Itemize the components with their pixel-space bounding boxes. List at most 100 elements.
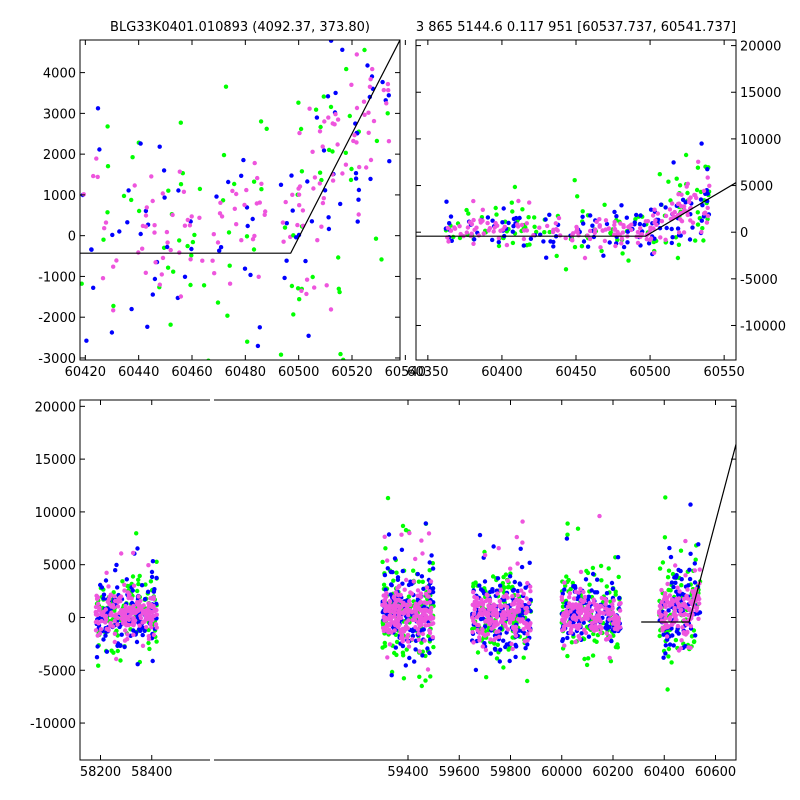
data-point — [687, 576, 693, 582]
model-line — [416, 182, 736, 237]
data-point — [397, 583, 402, 589]
data-point — [366, 110, 371, 115]
data-point — [162, 195, 167, 200]
data-point — [144, 625, 149, 630]
data-point — [400, 638, 405, 643]
y-tick-label: 0 — [68, 230, 76, 245]
data-point — [663, 205, 668, 210]
data-point — [516, 198, 521, 204]
y-tick-label: -5000 — [740, 273, 778, 288]
data-point — [692, 568, 698, 573]
data-point — [332, 122, 337, 127]
data-point — [534, 229, 539, 235]
data-point — [525, 609, 530, 614]
data-point — [154, 639, 159, 644]
data-point — [444, 199, 449, 204]
data-point — [479, 597, 484, 602]
data-point — [521, 591, 526, 596]
data-point — [103, 220, 109, 225]
data-point — [666, 600, 671, 605]
data-point — [452, 225, 457, 230]
data-point — [311, 186, 316, 191]
data-point — [606, 566, 611, 571]
data-point — [617, 608, 623, 613]
data-point — [142, 596, 148, 602]
data-point — [151, 632, 157, 638]
data-point — [355, 219, 360, 224]
data-point — [245, 339, 250, 344]
y-tick-label: 5000 — [43, 559, 76, 574]
data-point — [143, 224, 149, 229]
data-point — [673, 580, 678, 585]
data-point — [485, 593, 490, 598]
data-point — [681, 631, 686, 636]
data-point — [389, 673, 394, 678]
data-point — [569, 640, 575, 645]
data-point — [541, 239, 546, 244]
data-point — [663, 237, 668, 242]
data-point — [666, 608, 671, 613]
data-point — [104, 626, 110, 632]
data-point — [121, 193, 127, 199]
data-point — [687, 606, 692, 612]
data-point — [218, 200, 223, 205]
data-point — [232, 206, 237, 211]
data-point — [475, 650, 481, 655]
data-point — [696, 159, 701, 164]
data-point — [127, 592, 132, 597]
data-point — [429, 553, 434, 558]
data-point — [181, 189, 187, 194]
data-point — [91, 173, 96, 179]
data-point — [663, 495, 668, 500]
data-point — [382, 534, 387, 539]
model-line — [641, 444, 736, 623]
data-point — [688, 551, 693, 556]
data-point — [491, 229, 496, 234]
data-point — [472, 607, 477, 612]
data-point — [612, 219, 617, 225]
data-point — [705, 191, 710, 196]
data-point — [96, 621, 101, 626]
data-point — [688, 195, 693, 200]
data-point — [146, 634, 151, 639]
data-point — [525, 580, 530, 586]
data-point — [591, 597, 596, 602]
data-point — [386, 93, 391, 98]
data-point — [123, 628, 128, 633]
data-point — [688, 502, 693, 507]
data-point — [607, 624, 612, 630]
data-point — [494, 629, 499, 635]
data-point — [368, 176, 373, 182]
data-point — [680, 625, 685, 630]
data-point — [542, 230, 547, 235]
data-point — [296, 100, 301, 105]
data-point — [581, 599, 586, 605]
data-point — [591, 234, 597, 240]
data-point — [197, 186, 203, 192]
data-point — [367, 84, 373, 90]
data-point — [685, 212, 690, 218]
data-point — [685, 587, 690, 592]
data-point — [344, 66, 349, 72]
data-point — [472, 227, 477, 232]
data-point — [697, 567, 702, 572]
data-point — [682, 207, 687, 212]
data-point — [477, 611, 482, 616]
panel-bottom-model — [641, 444, 736, 623]
data-point — [112, 618, 117, 624]
data-point — [470, 615, 475, 620]
data-point — [593, 618, 598, 624]
data-point — [480, 644, 485, 649]
data-point — [157, 282, 162, 287]
data-point — [624, 215, 629, 220]
y-tick-label: 5000 — [740, 180, 773, 195]
data-point — [560, 638, 565, 644]
data-point — [593, 623, 598, 629]
data-point — [242, 202, 247, 208]
data-point — [587, 228, 593, 234]
data-point — [567, 591, 573, 596]
data-point — [371, 118, 377, 124]
data-point — [603, 218, 609, 223]
data-point — [492, 646, 498, 651]
data-point — [310, 149, 315, 154]
